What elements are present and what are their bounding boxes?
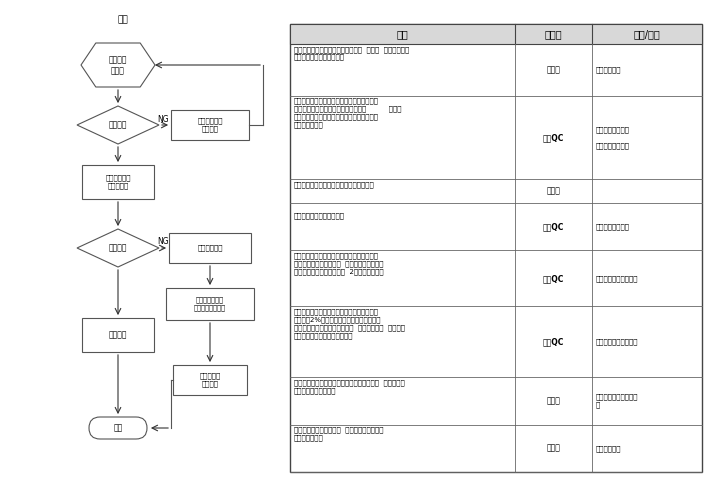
- Text: 原料、物
料投产: 原料、物 料投产: [109, 55, 127, 75]
- Text: 生产部: 生产部: [547, 66, 561, 74]
- Text: 品质异常提报：巡检过程中发现不良率超过管
制界限（2%以上）或批量问题，要求停产，
半小时内应进行品质异常提报。  相关责任负责  人进行分
析改善，检验员进行: 品质异常提报：巡检过程中发现不良率超过管 制界限（2%以上）或批量问题，要求停产…: [294, 308, 405, 338]
- Text: 首件检验：生产过程中，现场管理或技术人员
对本车间成机台生产的产品进行自检，          合格后
通知检验员进行首件检验。如有需要应取样送
实验室进行检测: 首件检验：生产过程中，现场管理或技术人员 对本车间成机台生产的产品进行自检， 合…: [294, 98, 401, 128]
- Text: 存档：把各项检验记录、  检查记录、整改意见
书等保存起来。: 存档：把各项检验记录、 检查记录、整改意见 书等保存起来。: [294, 426, 384, 441]
- Text: 《《首检记录单》

《《检测报告单》: 《《首检记录单》 《《检测报告单》: [596, 126, 630, 148]
- Text: 叙述: 叙述: [396, 29, 409, 39]
- Text: 现场QC: 现场QC: [543, 222, 564, 232]
- Text: 成品待检: 成品待检: [109, 330, 127, 340]
- Text: 生产部: 生产部: [547, 187, 561, 196]
- Text: 检验员: 检验员: [547, 444, 561, 453]
- Text: 原料、物料投产：根据生产划原料、  物料投  入生产；检验
员核对物料及来料品质状况: 原料、物料投产：根据生产划原料、 物料投 入生产；检验 员核对物料及来料品质状况: [294, 46, 409, 60]
- Bar: [82, 318, 154, 352]
- Text: 成品待检：生产完成的广品将进入出货检验待  检区；将对
成品抽样检验各指标；: 成品待检：生产完成的广品将进入出货检验待 检区；将对 成品抽样检验各指标；: [294, 380, 405, 394]
- Text: 实施改善，
确认效果: 实施改善， 确认效果: [200, 372, 221, 388]
- Bar: [290, 24, 702, 472]
- Text: 负责人: 负责人: [544, 29, 562, 39]
- Text: 首检不合格：通知相关部门相关人员进行改: 首检不合格：通知相关部门相关人员进行改: [294, 182, 375, 188]
- Bar: [82, 165, 154, 199]
- Text: 流程: 流程: [118, 16, 128, 24]
- Text: 责任部门分析原
因，提出改善对策: 责任部门分析原 因，提出改善对策: [194, 296, 226, 312]
- Text: 通知相关部门
进行改善: 通知相关部门 进行改善: [198, 118, 223, 132]
- FancyBboxPatch shape: [89, 417, 147, 439]
- Text: 现场QC: 现场QC: [543, 133, 564, 142]
- Text: NG: NG: [157, 114, 169, 124]
- Text: 《《首检记录单》: 《《首检记录单》: [596, 224, 630, 230]
- Text: 首件检验: 首件检验: [109, 120, 127, 130]
- Text: 现场QC: 现场QC: [543, 274, 564, 283]
- Bar: [166, 288, 254, 320]
- Text: 首检合格，批
准继续生产: 首检合格，批 准继续生产: [105, 174, 131, 190]
- Text: 《《成品入库检验报告
》: 《《成品入库检验报告 》: [596, 394, 639, 408]
- Text: 过程巡验: 过程巡验: [109, 244, 127, 252]
- Text: 过程巡检：过程检验员在生产过程中要定时巡
检，对生产过程中人员、  机器、物料、操作方
法、生厂工艺进行检进，并  2小时记录一次；: 过程巡检：过程检验员在生产过程中要定时巡 检，对生产过程中人员、 机器、物料、操…: [294, 252, 384, 275]
- Text: 《《现场巡检记录表》: 《《现场巡检记录表》: [596, 275, 639, 281]
- Text: 首检合格：批准继续生产；: 首检合格：批准继续生产；: [294, 205, 345, 219]
- Bar: [171, 110, 249, 140]
- Text: 《《品质异常处理单》: 《《品质异常处理单》: [596, 338, 639, 345]
- Polygon shape: [81, 43, 155, 87]
- Text: 品质异常提报: 品质异常提报: [198, 244, 223, 252]
- Text: 《《领料单》: 《《领料单》: [596, 66, 622, 73]
- Text: 记录/参考: 记录/参考: [634, 29, 661, 39]
- Bar: [173, 365, 247, 395]
- Text: 现场QC: 现场QC: [543, 338, 564, 346]
- Text: NG: NG: [157, 238, 169, 246]
- Polygon shape: [77, 229, 159, 267]
- Text: 所有相关文件: 所有相关文件: [596, 445, 622, 452]
- Text: 存档: 存档: [113, 424, 122, 432]
- Bar: [290, 24, 702, 44]
- Text: 检验员: 检验员: [547, 396, 561, 406]
- Bar: [169, 233, 251, 263]
- Polygon shape: [77, 106, 159, 144]
